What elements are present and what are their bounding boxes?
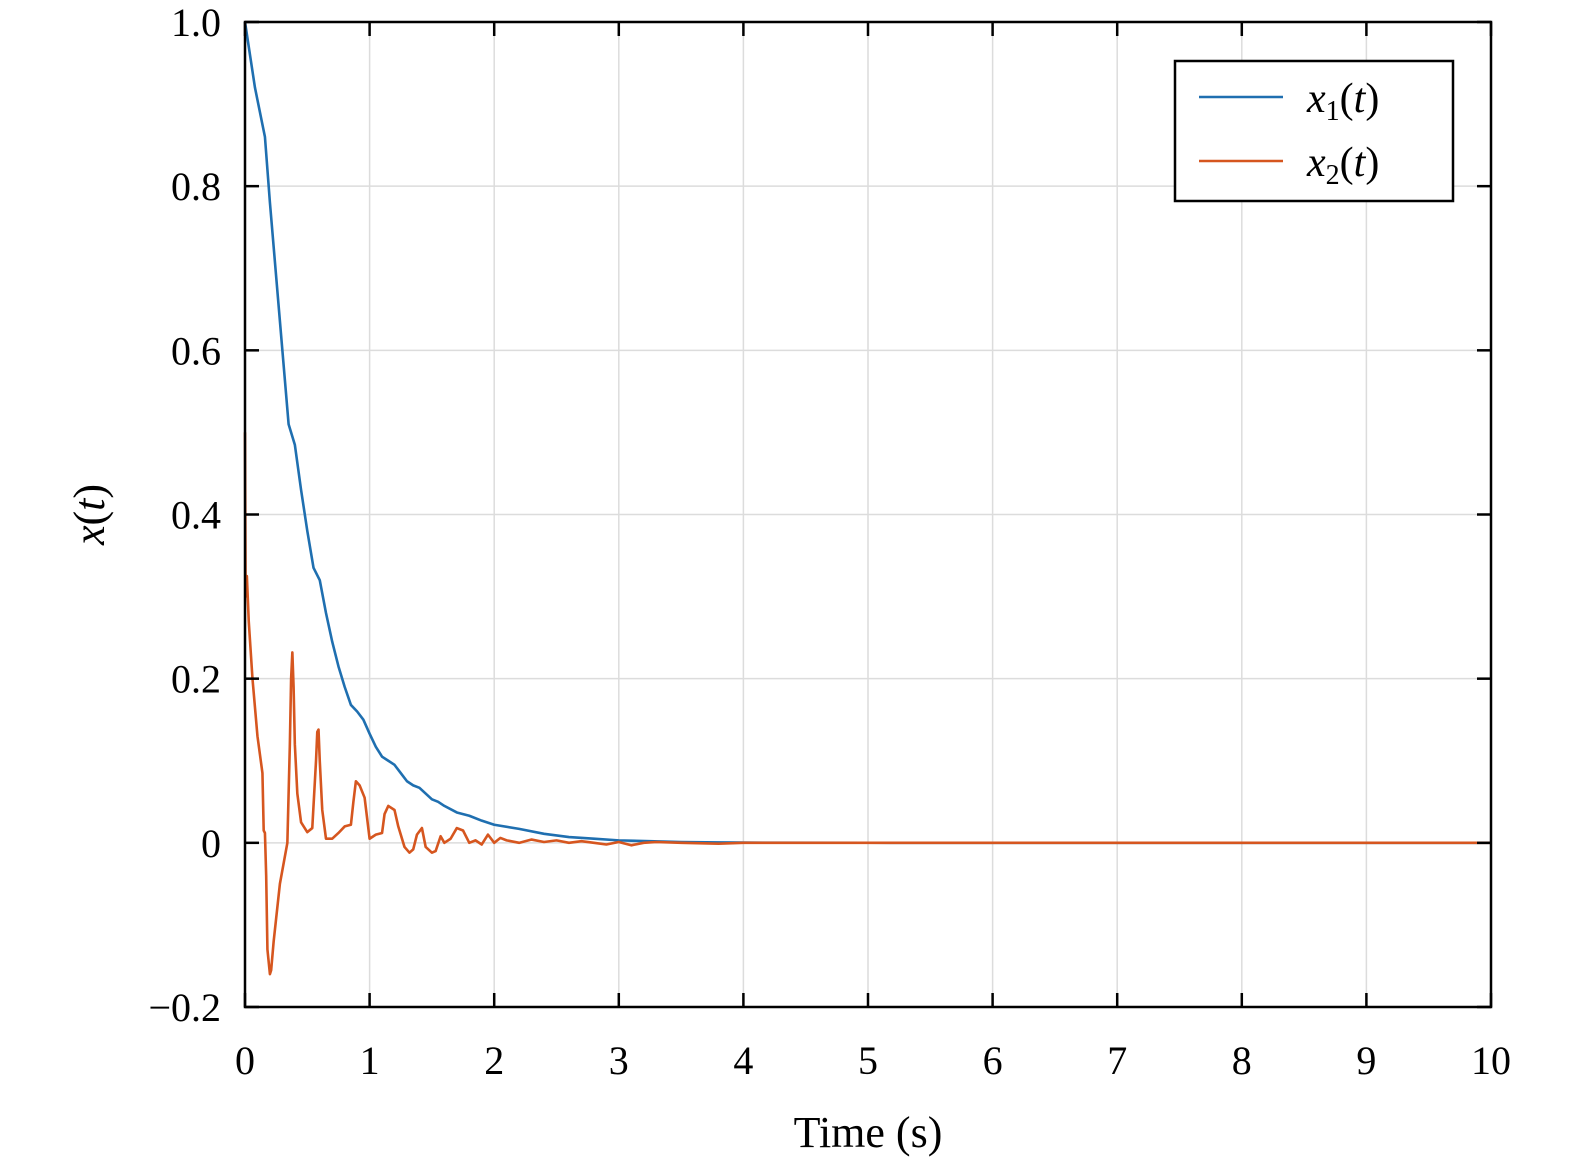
x-tick-label: 8 (1232, 1038, 1252, 1083)
legend-label-2: x2(t) (1306, 140, 1379, 191)
tick-labels: 0 1 2 3 4 5 6 7 8 9 10 −0.2 0 0.2 0.4 0.6 0.8 1.0 (148, 0, 1511, 1083)
y-tick-label: 0.4 (171, 493, 221, 538)
x-tick-label: 9 (1356, 1038, 1376, 1083)
y-tick-label: 0.2 (171, 657, 221, 702)
x-tick-label: 1 (360, 1038, 380, 1083)
y-axis-label: x(t) (65, 484, 114, 546)
y-tick-label: 0.8 (171, 164, 221, 209)
series-line-2 (243, 432, 1491, 976)
legend-box (1173, 59, 1455, 203)
x-tick-label: 7 (1107, 1038, 1127, 1083)
x-tick-label: 2 (484, 1038, 504, 1083)
x-axis-label: Time (s) (794, 1108, 943, 1157)
ticks (243, 20, 1493, 1009)
y-tick-label: 0.6 (171, 328, 221, 373)
x-tick-label: 5 (858, 1038, 878, 1083)
x-tick-label: 6 (983, 1038, 1003, 1083)
series-layer (243, 21, 1491, 976)
legend: x1(t) x2(t) (1173, 59, 1455, 203)
x-tick-label: 3 (609, 1038, 629, 1083)
y-tick-label: 1.0 (171, 0, 221, 45)
y-tick-label: 0 (201, 821, 221, 866)
y-tick-label: −0.2 (148, 985, 221, 1030)
legend-label-1: x1(t) (1306, 76, 1379, 127)
x-tick-label: 4 (733, 1038, 753, 1083)
x-tick-label: 0 (235, 1038, 255, 1083)
x-tick-label: 10 (1471, 1038, 1511, 1083)
